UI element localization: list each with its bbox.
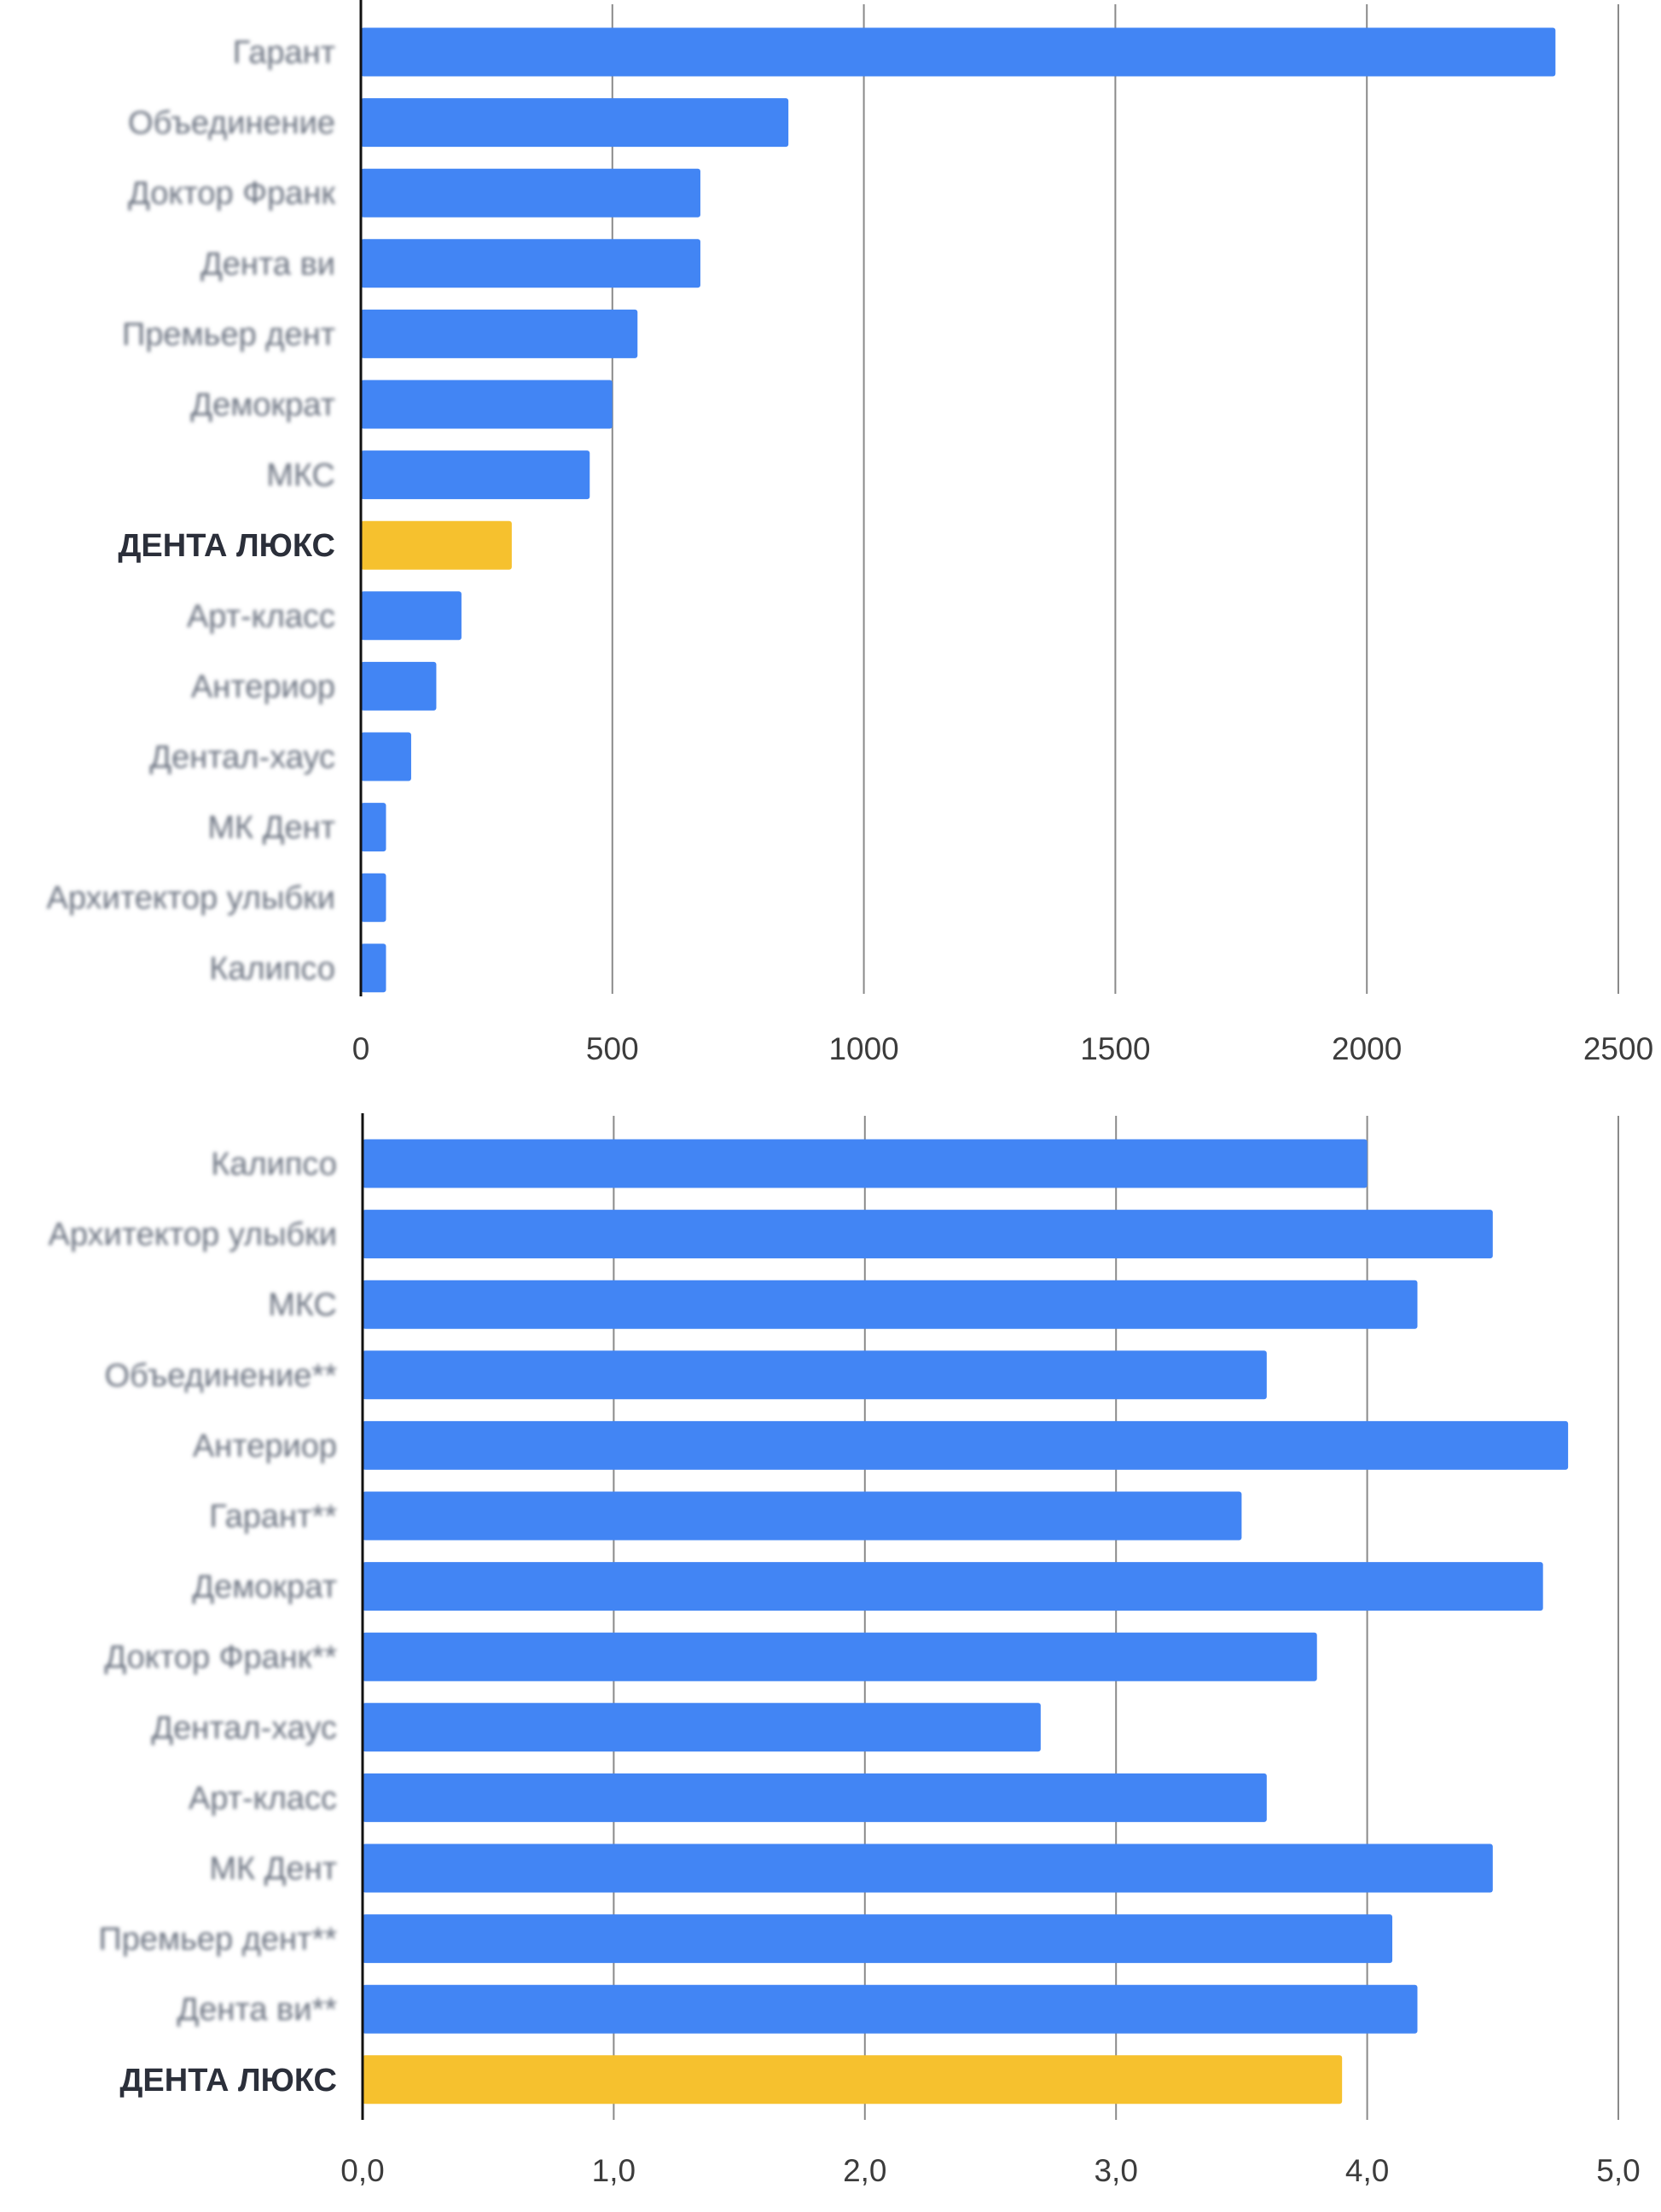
chart-top-x-tick-label: 0 <box>352 1031 370 1066</box>
chart-top-category-label: Антериор <box>191 669 335 705</box>
chart-top-category-label: Доктор Франк <box>128 176 335 212</box>
chart-bottom-category-label: МК Дент <box>209 1851 337 1887</box>
chart-top-bar <box>361 380 613 429</box>
chart-bottom-category-label: МКС <box>268 1287 337 1323</box>
chart-top-category-label: Дентал-хаус <box>149 740 335 775</box>
chart-bottom-category-label: Дента ви** <box>177 1992 337 2028</box>
chart-top-category-label: ДЕНТА ЛЮКС <box>118 528 335 564</box>
chart-bottom-bars <box>363 1139 1569 2105</box>
chart-bottom-category-label: Архитектор улыбки <box>48 1217 337 1253</box>
chart-bottom-bar <box>363 1420 1569 1470</box>
chart-top-bar <box>361 168 700 218</box>
chart-top-x-tick-labels: 0 500 1000 1500 2000 2500 <box>352 1031 1653 1066</box>
chart-bottom-category-label: ДЕНТА ЛЮКС <box>119 2063 337 2099</box>
chart-top-bar <box>361 98 789 148</box>
chart-bottom-category-label: Доктор Франк** <box>105 1640 338 1675</box>
chart-top-category-label: Дента ви <box>200 247 335 282</box>
chart-top-category-label: Демократ <box>190 387 335 423</box>
chart-bottom-bar-highlight <box>363 2055 1343 2105</box>
chart-bottom-gridlines <box>613 1116 1619 2120</box>
chart-top-bar <box>361 803 386 852</box>
bar-chart-bottom: Калипсо Архитектор улыбки МКС Объединение**… <box>0 1092 1661 2212</box>
chart-top-bar <box>361 450 590 500</box>
chart-bottom-bar <box>363 1280 1418 1329</box>
chart-bottom-category-label: Гарант** <box>209 1499 337 1535</box>
chart-top-category-label: Премьер дент <box>122 316 335 352</box>
chart-bottom-bar <box>363 1914 1393 1964</box>
chart-bottom-category-label: Калипсо <box>211 1147 337 1182</box>
chart-bottom-category-labels: Калипсо Архитектор улыбки МКС Объединение**… <box>48 1147 337 2099</box>
bar-chart-top: Гарант Объединение Доктор Франк Дента ви Пре… <box>0 0 1661 1092</box>
chart-top-category-label: Архитектор улыбки <box>46 880 335 916</box>
chart-top-category-label: Гарант <box>233 35 335 71</box>
chart-top-category-label: МК Дент <box>207 810 335 846</box>
chart-top-bar <box>361 873 386 922</box>
chart-top-bar <box>361 309 638 358</box>
chart-bottom-bar <box>363 1703 1041 1752</box>
chart-top-x-tick-label: 2000 <box>1332 1031 1402 1066</box>
bar-chart-bottom-svg: Калипсо Архитектор улыбки МКС Объединение**… <box>48 1113 1641 2188</box>
chart-bottom-x-tick-label: 0,0 <box>340 2153 384 2188</box>
chart-top-gridlines <box>611 4 1619 994</box>
chart-bottom-bar <box>363 1350 1267 1400</box>
chart-bottom-bar <box>363 1491 1242 1541</box>
chart-bottom-category-label: Объединение** <box>104 1358 337 1394</box>
chart-bottom-bar <box>363 1139 1368 1188</box>
chart-top-x-tick-label: 1500 <box>1080 1031 1150 1066</box>
chart-bottom-x-tick-label: 2,0 <box>843 2153 886 2188</box>
chart-top-bar <box>361 943 386 993</box>
chart-top-category-label: Калипсо <box>209 951 335 987</box>
chart-top-bar <box>361 732 411 781</box>
chart-top-x-tick-label: 1000 <box>828 1031 898 1066</box>
chart-bottom-x-tick-label: 1,0 <box>592 2153 636 2188</box>
chart-bottom-category-label: Дентал-хаус <box>151 1710 337 1746</box>
chart-top-bar <box>361 591 462 641</box>
chart-bottom-category-label: Демократ <box>192 1570 337 1605</box>
chart-bottom-x-tick-labels: 0,0 1,0 2,0 3,0 4,0 5,0 <box>340 2153 1640 2188</box>
chart-top-category-label: Арт-класс <box>187 599 335 635</box>
chart-bottom-bar <box>363 1632 1317 1681</box>
chart-top-category-label: МКС <box>266 458 335 494</box>
chart-bottom-x-tick-label: 5,0 <box>1596 2153 1640 2188</box>
chart-bottom-bar <box>363 1210 1493 1259</box>
chart-top-category-label: Объединение <box>128 106 335 142</box>
chart-bottom-bar <box>363 1773 1267 1822</box>
chart-bottom-bar <box>363 1984 1418 2034</box>
chart-top-category-labels: Гарант Объединение Доктор Франк Дента ви Пре… <box>46 35 335 987</box>
chart-bottom-category-label: Премьер дент** <box>98 1922 337 1958</box>
chart-top-bar <box>361 27 1556 77</box>
chart-top-x-tick-label: 500 <box>586 1031 639 1066</box>
chart-bottom-category-label: Арт-класс <box>189 1780 337 1816</box>
bar-chart-top-svg: Гарант Объединение Доктор Франк Дента ви Пре… <box>46 0 1653 1066</box>
chart-bottom-x-tick-label: 4,0 <box>1345 2153 1389 2188</box>
chart-top-bar-highlight <box>361 520 512 570</box>
chart-top-bar <box>361 239 700 288</box>
chart-bottom-x-tick-label: 3,0 <box>1094 2153 1137 2188</box>
chart-bottom-bar <box>363 1843 1493 1893</box>
chart-bottom-bar <box>363 1562 1543 1611</box>
chart-top-bars <box>361 27 1556 993</box>
chart-top-x-tick-label: 2500 <box>1583 1031 1653 1066</box>
chart-bottom-category-label: Антериор <box>193 1428 337 1464</box>
chart-top-bar <box>361 661 437 711</box>
